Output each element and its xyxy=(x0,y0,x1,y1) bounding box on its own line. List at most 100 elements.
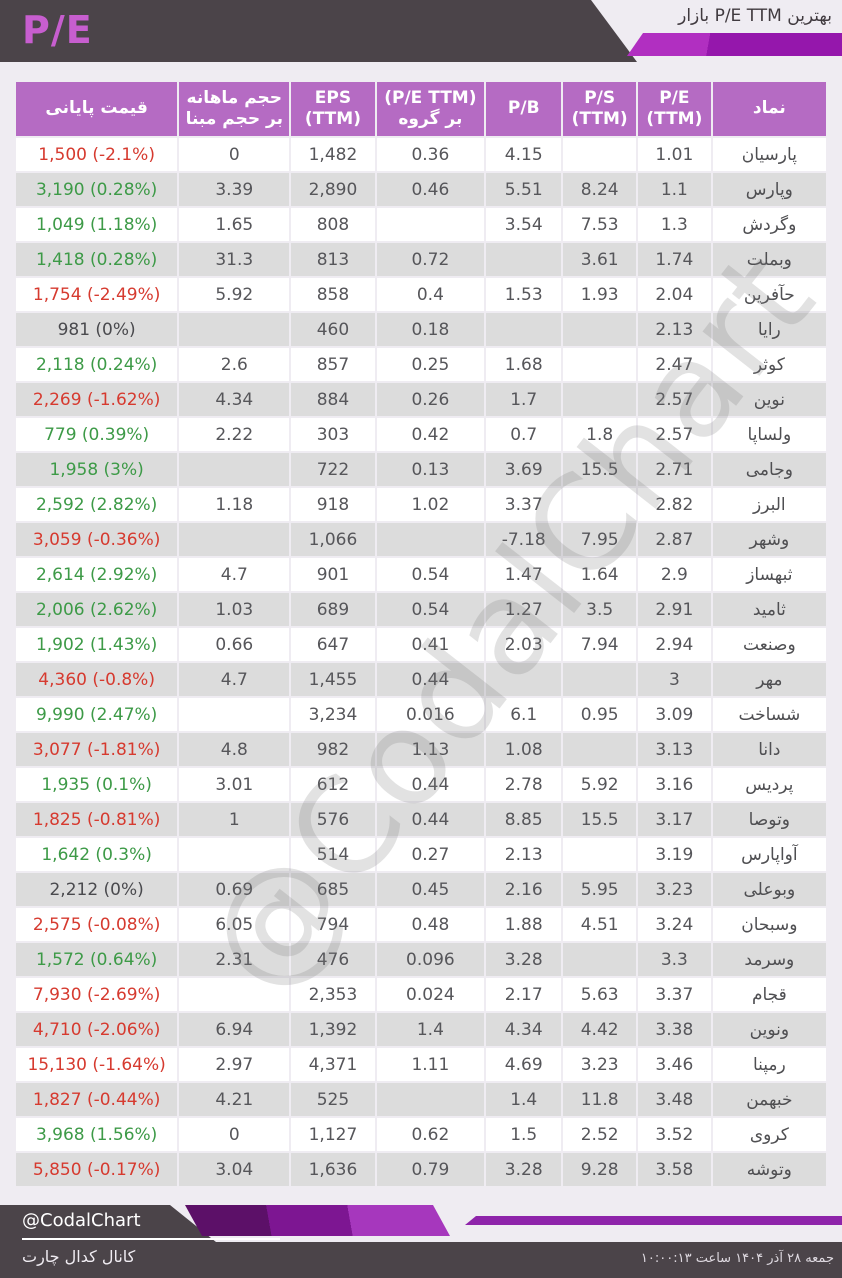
cell-close_price: 5,850 (-0.17%) xyxy=(13,1151,180,1188)
cell-symbol: دانا xyxy=(710,731,829,768)
cell-ps_ttm: 4.42 xyxy=(561,1011,638,1048)
cell-ps_ttm: 3.23 xyxy=(561,1046,638,1083)
cell-monthly_vol_over_base: 6.05 xyxy=(177,906,292,943)
cell-pb: 1.68 xyxy=(484,346,564,383)
table-row-پردیس: پردیس 3.16 5.92 2.78 0.44 612 3.01 1,935 (0.1%) xyxy=(13,766,829,803)
cell-symbol: وشهر xyxy=(710,521,829,558)
cell-pb: 2.17 xyxy=(484,976,564,1013)
cell-close_price: 2,269 (-1.62%) xyxy=(13,381,180,418)
cell-monthly_vol_over_base: 2.6 xyxy=(177,346,292,383)
cell-eps_ttm: 1,482 xyxy=(289,136,377,173)
cell-monthly_vol_over_base: 1 xyxy=(177,801,292,838)
cell-symbol: کوثر xyxy=(710,346,829,383)
cell-symbol: خبهمن xyxy=(710,1081,829,1118)
cell-close_price: 2,614 (2.92%) xyxy=(13,556,180,593)
footer-purple-band xyxy=(185,1205,450,1236)
table-row-کروی: کروی 3.52 2.52 1.5 0.62 1,127 0 3,968 (1.56%) xyxy=(13,1116,829,1153)
cell-pe_ttm_group: 0.096 xyxy=(374,941,487,978)
table-row-وتوشه: وتوشه 3.58 9.28 3.28 0.79 1,636 3.04 5,850 (-0.… xyxy=(13,1151,829,1188)
cell-symbol: حآفرین xyxy=(710,276,829,313)
cell-pe_ttm: 3.46 xyxy=(636,1046,713,1083)
cell-monthly_vol_over_base: 5.92 xyxy=(177,276,292,313)
cell-symbol: رمپنا xyxy=(710,1046,829,1083)
cell-close_price: 3,059 (-0.36%) xyxy=(13,521,180,558)
cell-pb: 2.78 xyxy=(484,766,564,803)
cell-symbol: وتوصا xyxy=(710,801,829,838)
cell-close_price: 1,958 (3%) xyxy=(13,451,180,488)
footer-channel-label: کانال کدال چارت xyxy=(22,1247,136,1266)
table-row-وپارس: وپارس 1.1 8.24 5.51 0.46 2,890 3.39 3,190 (0.28… xyxy=(13,171,829,208)
column-header-monthly_vol_over_base: حجم ماهانه بر حجم مبنا xyxy=(177,80,292,138)
cell-close_price: 2,592 (2.82%) xyxy=(13,486,180,523)
cell-pb: 2.13 xyxy=(484,836,564,873)
cell-eps_ttm: 3,234 xyxy=(289,696,377,733)
cell-symbol: وسرمد xyxy=(710,941,829,978)
cell-monthly_vol_over_base: 4.21 xyxy=(177,1081,292,1118)
cell-eps_ttm: 1,392 xyxy=(289,1011,377,1048)
cell-pe_ttm_group xyxy=(374,521,487,558)
cell-monthly_vol_over_base: 1.03 xyxy=(177,591,292,628)
table-row-ونوین: ونوین 3.38 4.42 4.34 1.4 1,392 6.94 4,710 (-2.0… xyxy=(13,1011,829,1048)
cell-symbol: وگردش xyxy=(710,206,829,243)
table-row-وجامی: وجامی 2.71 15.5 3.69 0.13 722 1,958 (3%) xyxy=(13,451,829,488)
table-row-وبملت: وبملت 1.74 3.61 0.72 813 31.3 1,418 (0.28%) xyxy=(13,241,829,278)
cell-pe_ttm_group: 0.42 xyxy=(374,416,487,453)
cell-eps_ttm: 647 xyxy=(289,626,377,663)
cell-ps_ttm: 3.61 xyxy=(561,241,638,278)
cell-monthly_vol_over_base: 0 xyxy=(177,1116,292,1153)
cell-pe_ttm: 3.16 xyxy=(636,766,713,803)
cell-pe_ttm_group: 0.13 xyxy=(374,451,487,488)
cell-pe_ttm_group: 0.46 xyxy=(374,171,487,208)
cell-pb: 4.34 xyxy=(484,1011,564,1048)
cell-pe_ttm: 2.82 xyxy=(636,486,713,523)
table-row-کوثر: کوثر 2.47 1.68 0.25 857 2.6 2,118 (0.24%) xyxy=(13,346,829,383)
cell-ps_ttm: 7.95 xyxy=(561,521,638,558)
footer-channel-handle: @CodalChart xyxy=(22,1210,141,1231)
column-header-pb: P/B xyxy=(484,80,564,138)
cell-pe_ttm_group: 0.79 xyxy=(374,1151,487,1188)
table-header-row: نماد P/E (TTM) P/S (TTM) P/B (P/E TTM) بر گروه E… xyxy=(13,80,829,138)
table-row-نوین: نوین 2.57 1.7 0.26 884 4.34 2,269 (-1.62%) xyxy=(13,381,829,418)
cell-pb: 1.08 xyxy=(484,731,564,768)
cell-close_price: 3,190 (0.28%) xyxy=(13,171,180,208)
cell-pe_ttm_group: 0.62 xyxy=(374,1116,487,1153)
cell-pe_ttm: 2.57 xyxy=(636,416,713,453)
cell-pe_ttm_group: 0.72 xyxy=(374,241,487,278)
cell-pb: 1.4 xyxy=(484,1081,564,1118)
cell-ps_ttm: 1.93 xyxy=(561,276,638,313)
cell-ps_ttm: 5.63 xyxy=(561,976,638,1013)
cell-pe_ttm: 2.94 xyxy=(636,626,713,663)
cell-pe_ttm_group: 0.54 xyxy=(374,556,487,593)
cell-symbol: نوین xyxy=(710,381,829,418)
cell-ps_ttm: 4.51 xyxy=(561,906,638,943)
cell-monthly_vol_over_base: 1.65 xyxy=(177,206,292,243)
cell-eps_ttm: 808 xyxy=(289,206,377,243)
table-row-وسبحان: وسبحان 3.24 4.51 1.88 0.48 794 6.05 2,575 (-0.0… xyxy=(13,906,829,943)
footer-purple-line xyxy=(465,1216,842,1225)
column-header-pe_ttm: P/E (TTM) xyxy=(636,80,713,138)
cell-pb xyxy=(484,311,564,348)
cell-pb: 3.28 xyxy=(484,1151,564,1188)
cell-pe_ttm: 2.57 xyxy=(636,381,713,418)
cell-pb: 3.54 xyxy=(484,206,564,243)
cell-eps_ttm: 689 xyxy=(289,591,377,628)
cell-monthly_vol_over_base: 4.8 xyxy=(177,731,292,768)
cell-symbol: ثبهساز xyxy=(710,556,829,593)
top-banner-purple-band xyxy=(627,33,842,56)
page-title: P/E xyxy=(22,8,93,52)
table-row-وسرمد: وسرمد 3.3 3.28 0.096 476 2.31 1,572 (0.64%) xyxy=(13,941,829,978)
table-row-ولساپا: ولساپا 2.57 1.8 0.7 0.42 303 2.22 779 (0.39%) xyxy=(13,416,829,453)
cell-pb: 2.16 xyxy=(484,871,564,908)
cell-eps_ttm: 2,890 xyxy=(289,171,377,208)
cell-symbol: وبملت xyxy=(710,241,829,278)
cell-pe_ttm_group: 1.02 xyxy=(374,486,487,523)
cell-monthly_vol_over_base xyxy=(177,451,292,488)
cell-eps_ttm: 2,353 xyxy=(289,976,377,1013)
table-row-البرز: البرز 2.82 3.37 1.02 918 1.18 2,592 (2.82%) xyxy=(13,486,829,523)
cell-pe_ttm: 3.38 xyxy=(636,1011,713,1048)
cell-ps_ttm xyxy=(561,311,638,348)
cell-symbol: وبوعلی xyxy=(710,871,829,908)
cell-pe_ttm_group: 0.27 xyxy=(374,836,487,873)
cell-pe_ttm_group: 0.48 xyxy=(374,906,487,943)
cell-pe_ttm: 3.23 xyxy=(636,871,713,908)
